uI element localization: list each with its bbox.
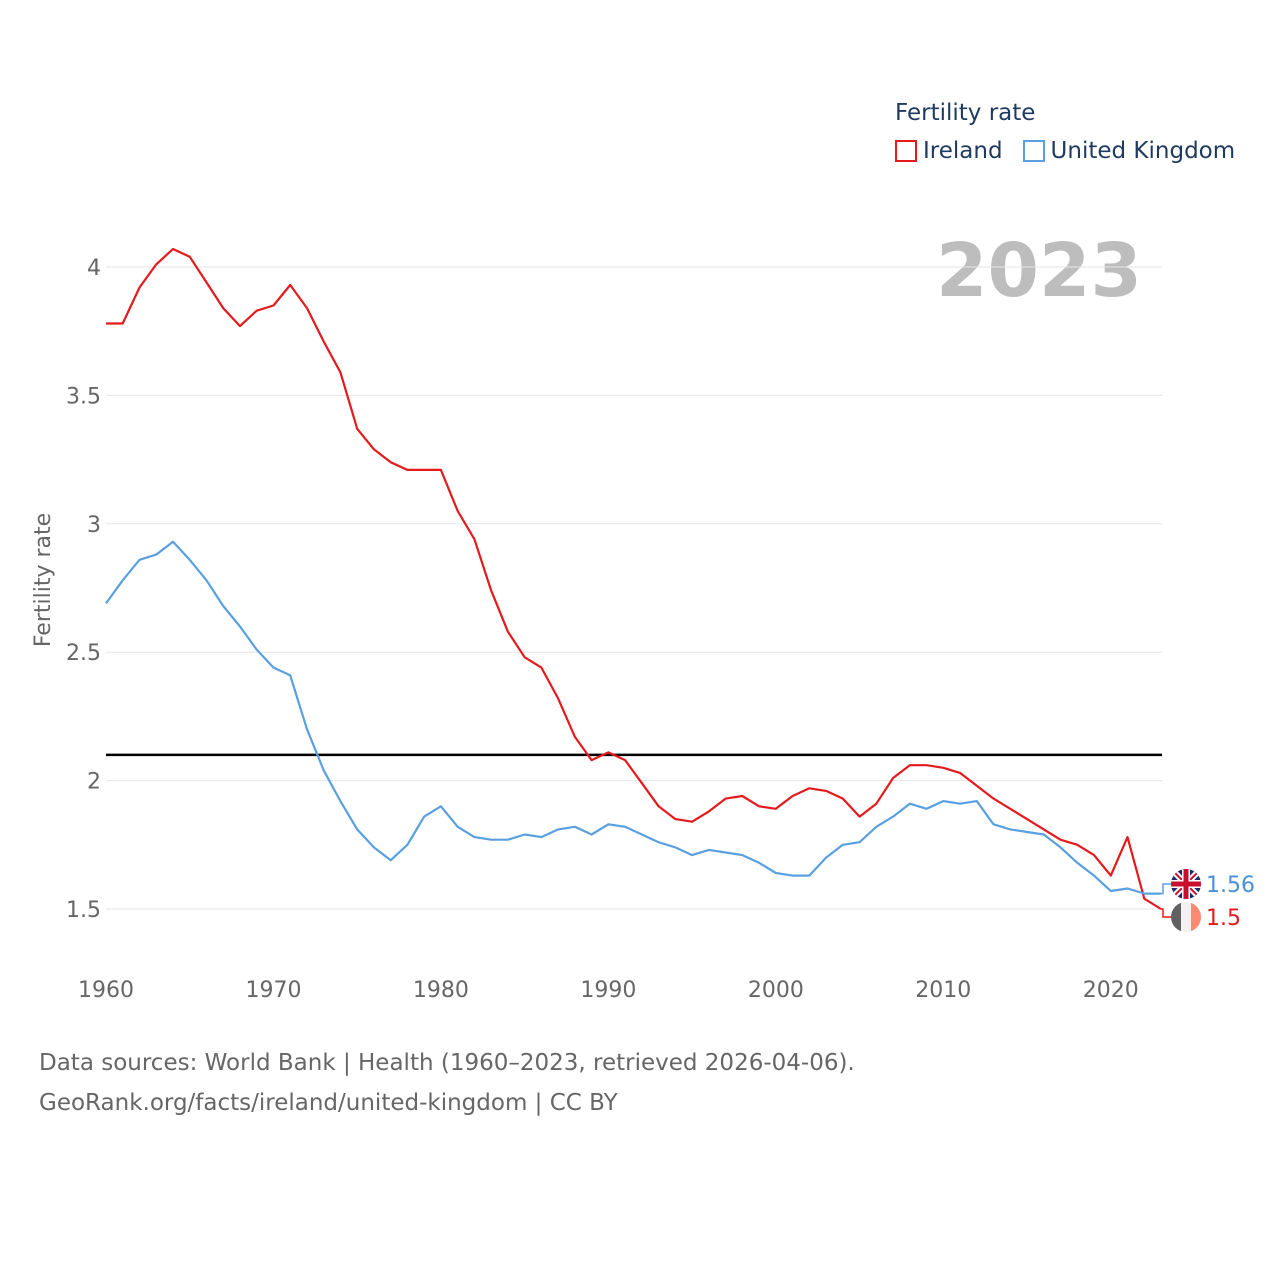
legend-item-united-kingdom[interactable]: United Kingdom <box>1022 138 1236 164</box>
y-axis-label: Fertility rate <box>31 513 56 647</box>
uk-end-connector <box>1161 883 1172 895</box>
series-line-ireland <box>106 247 1162 910</box>
uk-flag-icon <box>1171 869 1201 899</box>
ireland-end-connector <box>1161 908 1172 918</box>
line-chart: 1.5 2 2.5 3 3.5 4 1960 1970 1980 1990 2000 2010 2020… <box>31 247 1255 1003</box>
legend-label-united-kingdom: United Kingdom <box>1050 138 1236 164</box>
series-line-united-kingdom <box>105 540 1161 895</box>
legend-item-ireland[interactable]: Ireland <box>895 138 1003 164</box>
legend-swatch-ireland <box>895 140 917 162</box>
uk-end-value-label: 1.56 <box>1206 873 1255 898</box>
footer-attribution: GeoRank.org/facts/ireland/united-kingdom… <box>39 1090 618 1116</box>
x-tick-label: 1980 <box>413 978 469 1003</box>
x-tick-label: 2020 <box>1083 978 1139 1003</box>
y-tick-label: 3.5 <box>66 384 101 409</box>
legend-items: Ireland United Kingdom <box>895 138 1255 164</box>
y-tick-label: 1.5 <box>66 898 101 923</box>
footer-sources: Data sources: World Bank | Health (1960–… <box>39 1050 855 1076</box>
legend-swatch-united-kingdom <box>1022 140 1045 162</box>
x-tick-label: 2000 <box>748 978 804 1003</box>
ireland-flag-icon <box>1171 902 1201 932</box>
x-tick-label: 1960 <box>78 978 134 1003</box>
legend: Fertility rate Ireland United Kingdom <box>895 100 1255 164</box>
ireland-end-value-label: 1.5 <box>1206 906 1241 931</box>
x-tick-label: 1990 <box>580 978 636 1003</box>
legend-title: Fertility rate <box>895 100 1036 126</box>
legend-label-ireland: Ireland <box>923 138 1003 164</box>
y-tick-label: 3 <box>87 513 101 538</box>
y-tick-label: 2 <box>87 770 101 795</box>
x-tick-label: 2010 <box>915 978 971 1003</box>
y-tick-label: 2.5 <box>66 641 101 666</box>
x-tick-label: 1970 <box>245 978 301 1003</box>
year-watermark: 2023 <box>936 228 1142 314</box>
footer: Data sources: World Bank | Health (1960–… <box>39 1043 855 1123</box>
y-tick-label: 4 <box>87 256 101 281</box>
